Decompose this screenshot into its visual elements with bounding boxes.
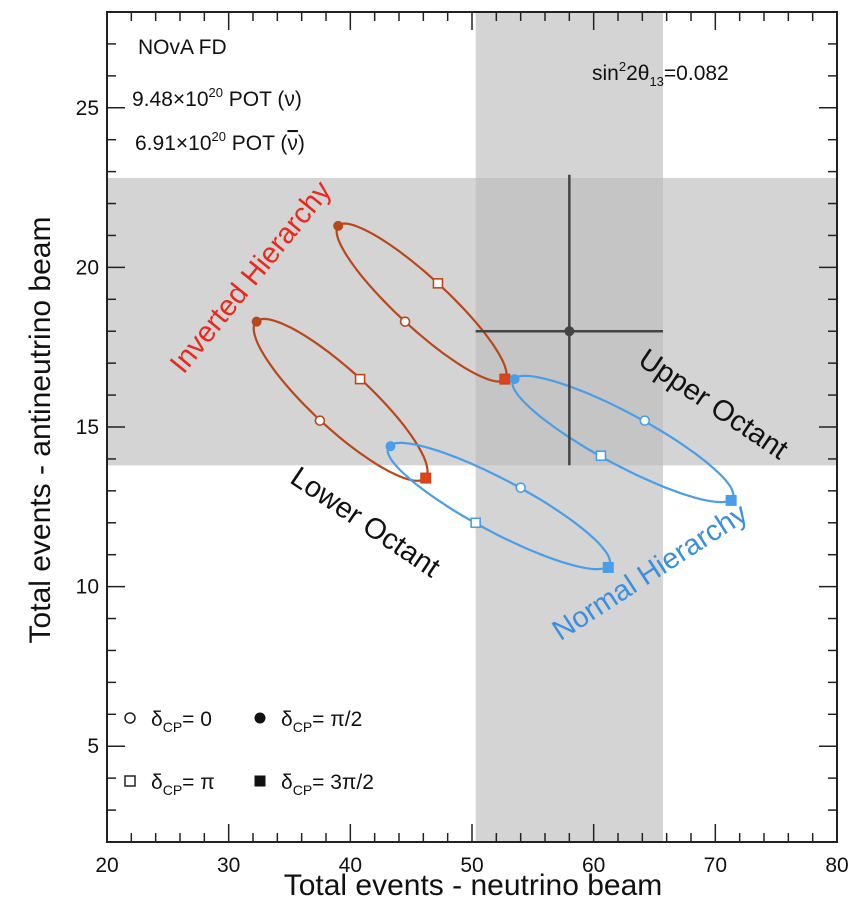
x-axis-label: Total events - neutrino beam	[284, 869, 663, 902]
legend-label-delta-pi: δCP= π	[151, 771, 215, 798]
inverted-upper-point-delta-pi-2	[333, 220, 344, 231]
y-axis-label: Total events - antineutrino beam	[24, 217, 57, 644]
normal-lower-point-delta-pi-2	[385, 441, 396, 452]
inverted-upper-point-delta-3pi-2	[499, 373, 511, 385]
inverted-upper-point-delta-0	[399, 316, 411, 327]
x-tick-label: 80	[825, 854, 848, 877]
normal-lower-point-delta-3pi-2	[602, 561, 614, 573]
theta13-label: sin22θ13=0.082	[592, 59, 729, 89]
x-tick-label: 70	[704, 854, 727, 877]
y-tick-label: 10	[76, 576, 99, 599]
x-tick-label: 60	[582, 854, 605, 877]
normal-upper-point-delta-pi-2	[509, 374, 520, 385]
legend-marker-filled-circle	[254, 712, 266, 724]
legend-label-delta-0: δCP= 0	[151, 708, 212, 735]
delta-cp-markers	[251, 220, 737, 573]
y-tick-label: 25	[76, 97, 99, 120]
legend-label-delta-3pi-half: δCP= 3π/2	[281, 771, 374, 798]
x-tick-label: 40	[339, 854, 362, 877]
axis-ticks: 20 30 40 50 60 70 80 5 10 15 20 25	[76, 11, 849, 877]
x-tick-label: 30	[217, 854, 240, 877]
y-tick-label: 5	[87, 735, 99, 758]
legend-marker-open-square	[124, 775, 136, 787]
normal-upper-point-delta-pi	[595, 450, 607, 462]
normal-upper-point-delta-0	[639, 415, 651, 426]
inverted-lower-point-delta-0	[314, 415, 326, 426]
normal-lower-point-delta-pi	[470, 517, 481, 529]
y-tick-label: 20	[76, 256, 99, 279]
sensitivity-bands	[107, 12, 837, 842]
x-tick-label: 20	[95, 854, 118, 877]
pot-antineutrino-label: 6.91×1020 POT (ν)	[135, 129, 305, 155]
info-annotations: NOvA FD 9.48×1020 POT (ν) 6.91×1020 POT …	[132, 36, 729, 155]
legend-marker-open-circle	[124, 712, 136, 724]
pot-neutrino-label: 9.48×1020 POT (ν)	[132, 85, 302, 111]
measurement-point	[475, 174, 664, 466]
normal-lower-point-delta-0	[515, 482, 526, 493]
inverted-upper-point-delta-pi	[432, 278, 444, 289]
legend: δCP= 0 δCP= π/2 δCP= π δCP= 3π/2	[124, 708, 374, 798]
y-tick-label: 15	[76, 416, 99, 439]
detector-label: NOvA FD	[138, 36, 227, 59]
inverted-lower-point-delta-pi	[354, 373, 366, 385]
inverted-lower-point-delta-pi-2	[251, 316, 262, 327]
normal-upper-point-delta-3pi-2	[725, 494, 737, 506]
inverted-lower-point-delta-3pi-2	[420, 472, 432, 484]
legend-marker-filled-square	[254, 775, 266, 787]
antineutrino-beam-band	[107, 178, 837, 466]
x-tick-label: 50	[460, 854, 483, 877]
legend-label-delta-pi-half: δCP= π/2	[281, 708, 362, 735]
measurement-marker	[564, 326, 575, 337]
